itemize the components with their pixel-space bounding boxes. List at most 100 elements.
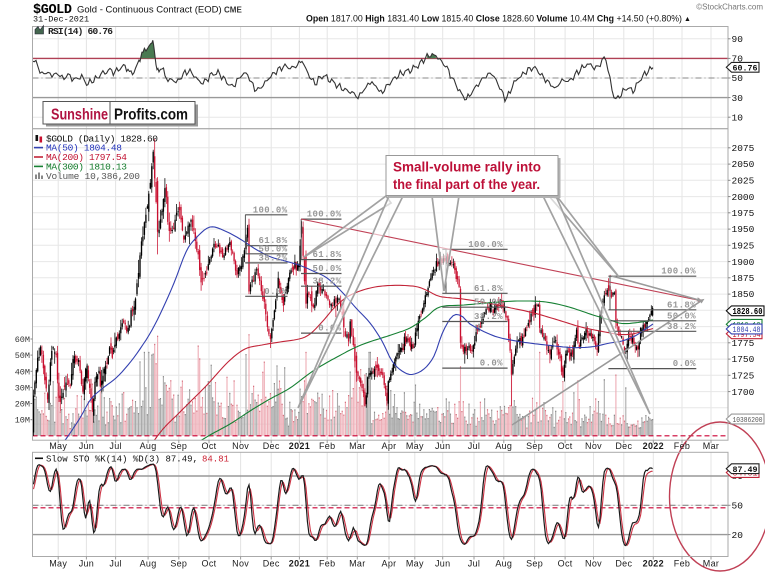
svg-text:Feb: Feb — [674, 441, 690, 451]
svg-text:May: May — [49, 441, 67, 451]
svg-text:Apr: Apr — [382, 441, 397, 451]
svg-text:Apr: Apr — [382, 558, 397, 568]
svg-text:50.0%: 50.0% — [312, 264, 341, 274]
svg-text:100.0%: 100.0% — [253, 205, 288, 215]
svg-text:100.0%: 100.0% — [661, 267, 696, 277]
svg-text:2050: 2050 — [732, 159, 755, 170]
svg-text:70: 70 — [732, 54, 744, 65]
svg-text:100.0%: 100.0% — [307, 210, 342, 220]
svg-text:MA(300) 1810.13: MA(300) 1810.13 — [46, 162, 127, 173]
svg-text:MA(200) 1797.54: MA(200) 1797.54 — [46, 152, 127, 163]
svg-text:Open 1817.00 High 1831.40 Low: Open 1817.00 High 1831.40 Low 1815.40 Cl… — [306, 14, 682, 24]
svg-text:Mar: Mar — [703, 441, 719, 451]
svg-text:1850: 1850 — [732, 289, 755, 300]
svg-text:Jul: Jul — [109, 441, 121, 451]
svg-text:87.49: 87.49 — [733, 465, 758, 475]
svg-text:Oct: Oct — [558, 558, 573, 568]
svg-text:Feb: Feb — [674, 558, 690, 568]
svg-text:10M: 10M — [15, 416, 30, 426]
svg-text:30M: 30M — [15, 383, 30, 393]
svg-text:Mar: Mar — [349, 441, 365, 451]
svg-text:Feb: Feb — [319, 441, 335, 451]
svg-text:May: May — [406, 558, 424, 568]
svg-text:1975: 1975 — [732, 208, 755, 219]
svg-text:Jul: Jul — [109, 558, 121, 568]
svg-text:50M: 50M — [15, 351, 30, 361]
svg-text:Jun: Jun — [435, 441, 450, 451]
svg-text:Aug: Aug — [140, 558, 157, 568]
svg-text:50: 50 — [732, 73, 744, 84]
svg-text:1828.60: 1828.60 — [733, 307, 763, 317]
svg-text:60M: 60M — [15, 335, 30, 345]
svg-text:1950: 1950 — [732, 224, 755, 235]
svg-text:Dec: Dec — [263, 558, 280, 568]
svg-text:20: 20 — [732, 530, 744, 541]
svg-text:0.0%: 0.0% — [673, 359, 696, 369]
svg-text:1750: 1750 — [732, 354, 755, 365]
svg-text:1700: 1700 — [732, 387, 755, 398]
svg-text:10: 10 — [732, 112, 744, 123]
svg-text:Profits.com: Profits.com — [114, 107, 188, 124]
svg-text:30: 30 — [732, 93, 744, 104]
svg-text:50.0%: 50.0% — [667, 311, 696, 321]
svg-text:Sep: Sep — [170, 441, 187, 451]
svg-text:the final part of the year.: the final part of the year. — [393, 177, 540, 192]
svg-text:2000: 2000 — [732, 192, 755, 203]
svg-text:Jun: Jun — [435, 558, 450, 568]
svg-text:May: May — [49, 558, 67, 568]
svg-text:©StockCharts.com: ©StockCharts.com — [696, 3, 763, 12]
svg-text:Sunshine: Sunshine — [51, 107, 108, 124]
svg-text:Volume 10,386,200: Volume 10,386,200 — [46, 171, 140, 182]
svg-text:▲: ▲ — [684, 16, 691, 23]
svg-text:Nov: Nov — [585, 441, 602, 451]
svg-text:Nov: Nov — [232, 441, 249, 451]
svg-text:38.2%: 38.2% — [474, 312, 503, 322]
svg-text:2021: 2021 — [289, 558, 310, 568]
svg-text:Oct: Oct — [202, 558, 217, 568]
svg-text:20M: 20M — [15, 400, 30, 410]
svg-text:Mar: Mar — [349, 558, 365, 568]
svg-text:$GOLD (Daily) 1828.60: $GOLD (Daily) 1828.60 — [46, 133, 158, 144]
svg-text:Oct: Oct — [202, 441, 217, 451]
svg-text:Nov: Nov — [232, 558, 249, 568]
svg-text:38.2%: 38.2% — [667, 322, 696, 332]
svg-text:Dec: Dec — [615, 558, 632, 568]
svg-text:Mar: Mar — [703, 558, 719, 568]
svg-text:50.0%: 50.0% — [258, 244, 287, 254]
svg-text:Sep: Sep — [526, 441, 543, 451]
svg-text:Dec: Dec — [263, 441, 280, 451]
svg-text:100.0%: 100.0% — [468, 240, 503, 250]
svg-text:1797.54: 1797.54 — [733, 330, 761, 340]
svg-text:Gold - Continuous Contract (EO: Gold - Continuous Contract (EOD) — [77, 5, 222, 16]
svg-text:90: 90 — [732, 34, 744, 45]
svg-text:0.0%: 0.0% — [264, 287, 287, 297]
svg-text:61.8%: 61.8% — [312, 250, 341, 260]
svg-text:84.81: 84.81 — [202, 455, 229, 465]
svg-text:May: May — [406, 441, 424, 451]
svg-text:Jun: Jun — [79, 558, 94, 568]
svg-text:2021: 2021 — [289, 441, 310, 451]
svg-text:1875: 1875 — [732, 273, 755, 284]
svg-text:38.2%: 38.2% — [258, 253, 287, 263]
svg-text:2025: 2025 — [732, 176, 755, 187]
svg-text:10386200: 10386200 — [733, 417, 763, 425]
svg-text:Aug: Aug — [495, 558, 512, 568]
svg-text:Sep: Sep — [526, 558, 543, 568]
svg-text:40M: 40M — [15, 367, 30, 377]
svg-text:38.2%: 38.2% — [312, 277, 341, 287]
svg-text:Slow STO %K(14) %D(3) 87.49,: Slow STO %K(14) %D(3) 87.49, — [46, 455, 198, 465]
svg-text:0.0%: 0.0% — [318, 324, 341, 334]
svg-text:2022: 2022 — [643, 558, 664, 568]
svg-text:Sep: Sep — [170, 558, 187, 568]
svg-text:$GOLD: $GOLD — [33, 3, 72, 18]
svg-text:50.0%: 50.0% — [474, 298, 503, 308]
svg-text:Nov: Nov — [585, 558, 602, 568]
svg-text:2075: 2075 — [732, 143, 755, 154]
svg-text:1925: 1925 — [732, 241, 755, 252]
svg-text:Aug: Aug — [495, 441, 512, 451]
svg-text:61.8%: 61.8% — [474, 284, 503, 294]
svg-text:31-Dec-2021: 31-Dec-2021 — [33, 15, 89, 25]
svg-text:60.76: 60.76 — [733, 64, 758, 74]
svg-text:CME: CME — [224, 6, 242, 15]
svg-text:1900: 1900 — [732, 257, 755, 268]
